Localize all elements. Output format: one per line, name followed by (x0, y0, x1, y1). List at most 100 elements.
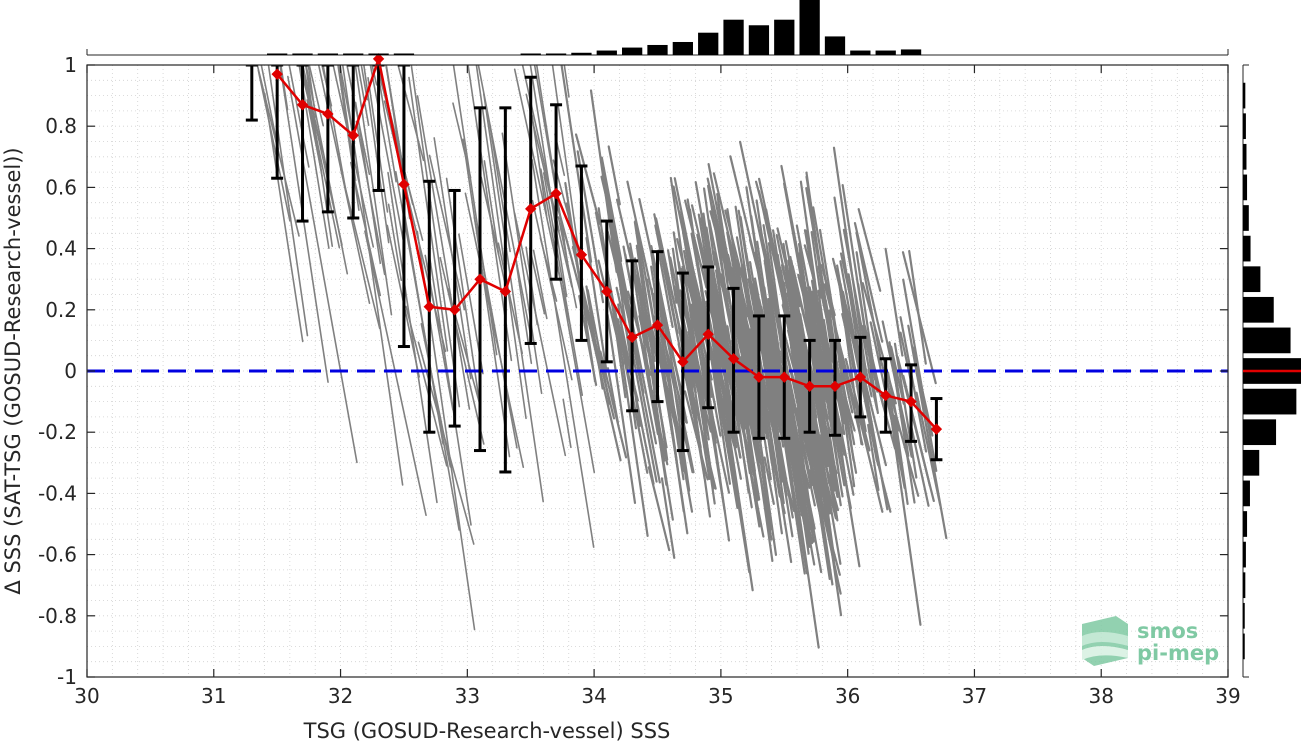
y-axis-label: Δ SSS (SAT-TSG (GOSUD-Research-vessel)) (1, 147, 25, 594)
mean-point (879, 389, 892, 402)
scatter-streak (853, 222, 884, 343)
scatter-streak (452, 102, 472, 179)
axis-ticks (86, 64, 1229, 678)
scatter-streak (902, 278, 938, 472)
x-tick-label: 35 (708, 684, 733, 708)
scatter-streak (307, 65, 317, 118)
scatter-streak (606, 313, 637, 504)
y-tick-label: 0 (64, 359, 77, 383)
right-hist-bar (1243, 266, 1261, 293)
top-hist-bar (596, 50, 617, 55)
scatter-streak (684, 235, 696, 283)
top-hist-bar (900, 49, 922, 55)
scatter-streak (654, 303, 694, 513)
scatter-streak (672, 437, 689, 535)
right-hist-bar (1243, 327, 1291, 354)
scatter-streak (854, 399, 884, 513)
right-hist-bar (1243, 174, 1248, 201)
top-hist-bar (520, 53, 541, 55)
scatter-streak (369, 65, 404, 241)
scatter-streak (480, 176, 508, 291)
scatter-streak (464, 192, 525, 468)
logo-emblem-icon (1082, 616, 1128, 666)
scatter-streak (532, 249, 548, 320)
scatter-streak (387, 203, 403, 282)
mean-point (753, 371, 765, 383)
scatter-streak (700, 289, 736, 440)
scatter-streak (308, 65, 324, 127)
scatter-streak (287, 75, 358, 464)
scatter-streak (357, 65, 370, 126)
scatter-streak (428, 255, 472, 526)
scatter-streak (462, 138, 511, 458)
x-tick-label: 32 (328, 684, 353, 708)
right-hist-bar (1243, 296, 1274, 323)
scatter-streak (633, 220, 656, 354)
scatter-streak (263, 92, 304, 343)
x-tick-label: 31 (201, 684, 226, 708)
scatter-streak (585, 236, 608, 372)
scatter-streak (513, 212, 567, 457)
scatter-streak (439, 256, 485, 445)
mean-point (448, 304, 461, 316)
scatter-streak (910, 425, 930, 507)
scatter-streak (820, 400, 832, 434)
scatter-streak (706, 342, 736, 447)
y-tick-label: -1 (57, 665, 77, 689)
scatter-streak (339, 65, 356, 144)
scatter-streak (721, 247, 756, 473)
scatter-streak (428, 154, 466, 311)
scatter-streak (817, 265, 846, 436)
scatter-streak (355, 120, 386, 276)
scatter-streak (819, 324, 855, 496)
y-tick-label: 0.8 (45, 114, 77, 138)
scatter-streak (563, 65, 570, 98)
scatter-streak (540, 168, 596, 474)
x-tick-labels: 30 31 32 33 34 35 36 37 38 39 (74, 684, 1240, 708)
scatter-streak (654, 410, 674, 521)
scatter-streak (877, 464, 892, 513)
mean-point (854, 371, 867, 383)
scatter-streak (798, 495, 811, 549)
scatter-streak (736, 368, 752, 456)
right-hist-bar (1243, 449, 1260, 476)
scatter-streak (709, 301, 735, 467)
scatter-streak (735, 396, 755, 476)
scatter-streak (839, 260, 878, 463)
scatter-streak (634, 219, 657, 334)
scatter-streak (763, 286, 778, 369)
x-tick-label: 33 (455, 684, 480, 708)
top-hist-bar (799, 0, 820, 55)
right-hist-bar (1243, 541, 1246, 568)
scatter-streak (477, 65, 533, 342)
scatter-streak (743, 342, 757, 423)
mean-point (905, 395, 917, 408)
scatter-streak (820, 340, 841, 453)
scatter-streak (824, 298, 842, 387)
scatter-streak (433, 137, 472, 380)
x-axis-label: TSG (GOSUD-Research-vessel) SSS (303, 719, 671, 743)
y-tick-label: 0.6 (45, 175, 77, 199)
scatter-streak (855, 231, 883, 366)
mean-point (677, 356, 689, 368)
top-hist-bar (571, 52, 592, 55)
y-tick-label: 0.2 (45, 298, 77, 322)
top-histogram (86, 0, 1229, 56)
scatter-streak (893, 414, 909, 505)
smos-pi-mep-logo: smos pi-mep (1082, 616, 1219, 666)
top-hist-bar (343, 53, 364, 55)
mean-point (474, 273, 486, 285)
top-hist-bar (875, 50, 896, 55)
scatter-streak (405, 305, 448, 467)
top-hist-bar (368, 53, 389, 55)
scatter-streak (410, 65, 461, 408)
scatter-streak (582, 292, 616, 420)
scatter-streak (628, 336, 658, 483)
scatter-streak (893, 342, 918, 479)
scatter-streak (337, 65, 360, 211)
scatter-streak (501, 132, 543, 395)
scatter-streak (288, 65, 310, 168)
logo-line1: smos (1137, 619, 1198, 643)
right-hist-bar (1243, 480, 1250, 507)
top-hist-bar (672, 41, 693, 55)
